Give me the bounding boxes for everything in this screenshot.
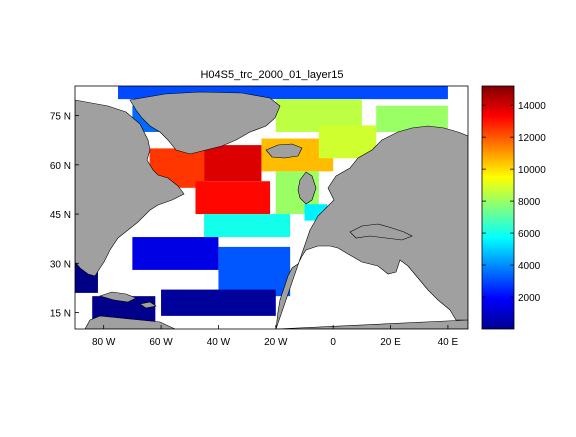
land-iceland xyxy=(265,143,303,159)
land-british-isles xyxy=(297,171,317,205)
colorbar-tick-label: 8000 xyxy=(518,197,541,208)
region-cell-tropical-north-atlantic xyxy=(161,289,276,316)
x-tick-label: 20 E xyxy=(380,337,401,348)
region-cell-subtropical-east-atlantic xyxy=(218,246,291,297)
colorbar-tick-label: 10000 xyxy=(518,165,546,176)
land-layer xyxy=(75,91,468,329)
colorbar-ticks: 2000 4000 6000 8000 10000 12000 14000 xyxy=(482,101,546,304)
map-frame xyxy=(74,85,469,330)
colorbar-tick-label: 12000 xyxy=(518,133,546,144)
y-tick-label: 45 N xyxy=(50,210,71,221)
land-north-america xyxy=(75,99,185,277)
y-tick-label: 60 N xyxy=(50,161,71,172)
x-tick-label: 80 W xyxy=(92,337,116,348)
land-south-america xyxy=(84,315,176,329)
region-cell-mid-latitude-north-atlantic xyxy=(204,214,291,238)
colorbar-tick-label: 6000 xyxy=(518,229,541,240)
y-axis-ticks: 15 N 30 N 45 N 60 N 75 N xyxy=(50,112,79,320)
region-cell-sargasso-sea xyxy=(132,237,219,270)
y-tick-label: 15 N xyxy=(50,309,71,320)
x-tick-label: 40 E xyxy=(438,337,459,348)
land-caribbean-islands xyxy=(98,291,157,309)
colorbar xyxy=(481,85,515,330)
x-tick-label: 40 W xyxy=(207,337,231,348)
colorbar-tick-label: 4000 xyxy=(518,261,541,272)
y-tick-label: 75 N xyxy=(50,112,71,123)
x-tick-label: 20 W xyxy=(264,337,288,348)
x-axis-ticks: 80 W 60 W 40 W 20 W 0 20 E 40 E xyxy=(92,325,459,348)
colorbar-tick-label: 14000 xyxy=(518,101,546,112)
x-tick-label: 60 W xyxy=(149,337,173,348)
land-mediterranean-coast xyxy=(349,223,413,241)
y-tick-label: 30 N xyxy=(50,259,71,270)
chart-title: H04S5_trc_2000_01_layer15 xyxy=(200,69,343,81)
land-greenland xyxy=(129,91,281,155)
colorbar-tick-label: 2000 xyxy=(518,293,541,304)
region-cell-subpolar-gyre xyxy=(195,181,271,215)
x-tick-label: 0 xyxy=(330,337,336,348)
region-cell-irminger-sea xyxy=(204,145,262,182)
